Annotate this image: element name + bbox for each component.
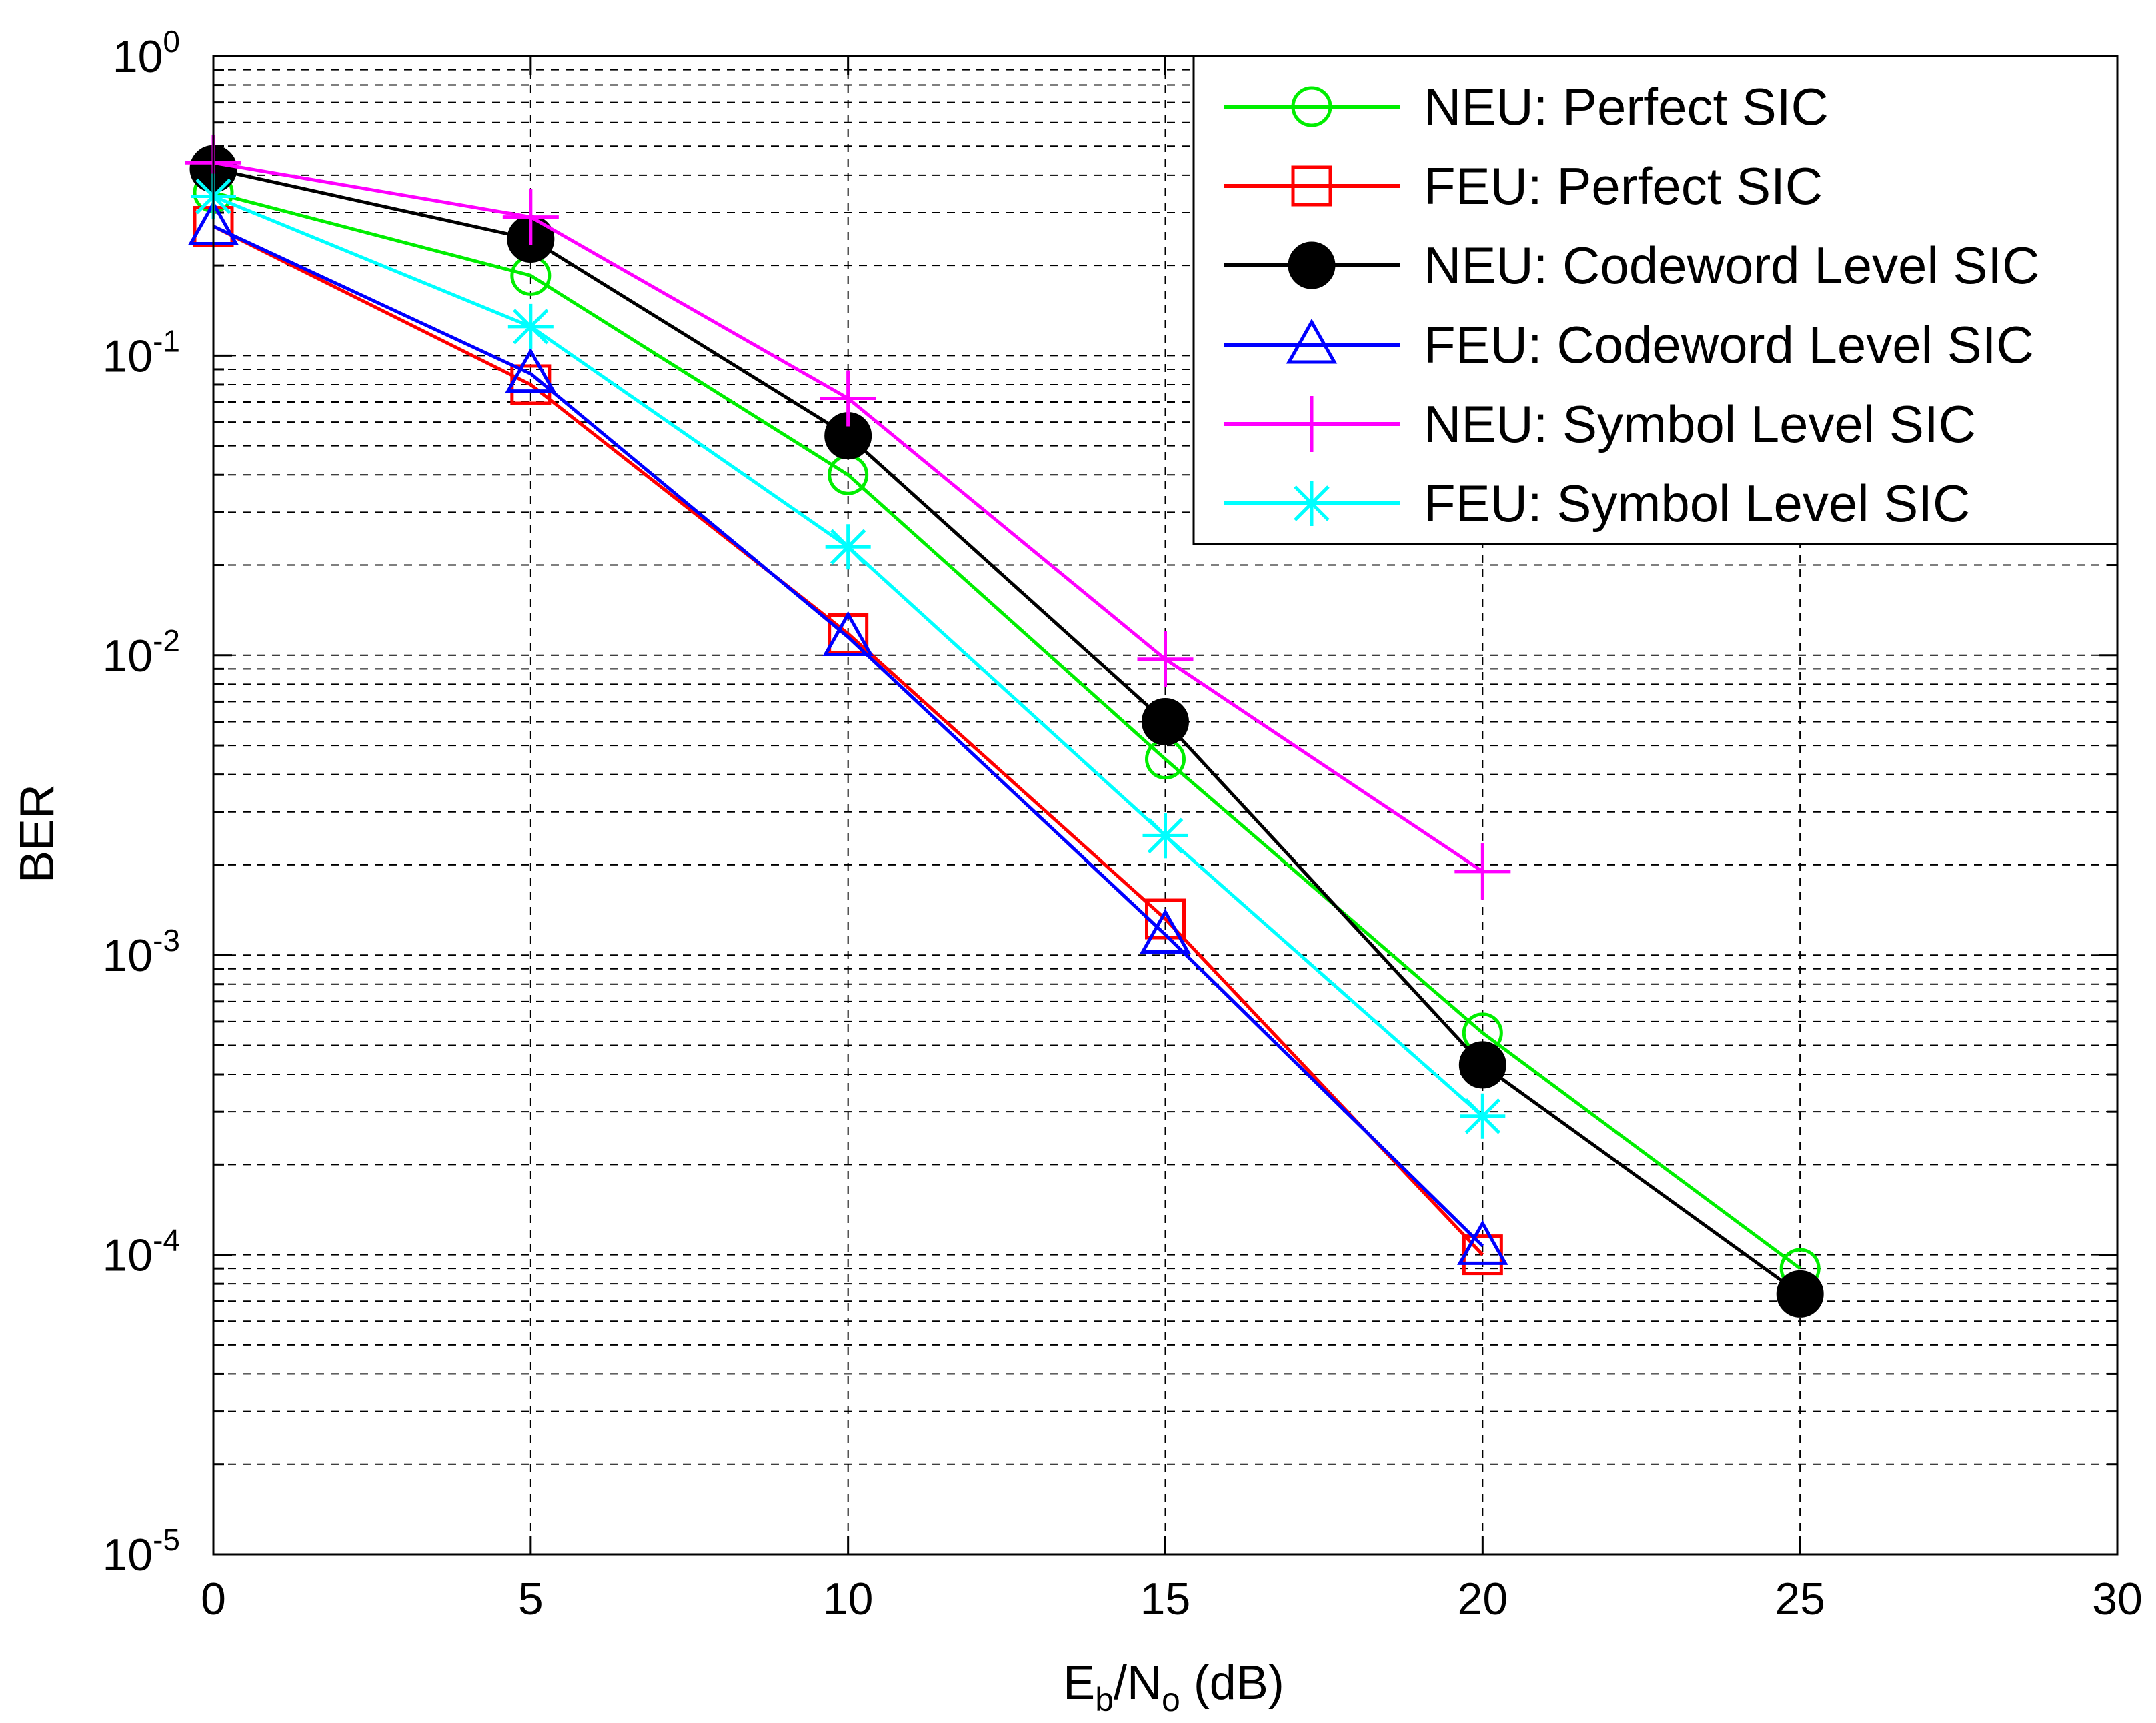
- y-tick-label: 100: [113, 24, 180, 82]
- legend-item: NEU: Codeword Level SIC: [1224, 236, 2039, 295]
- legend-marker: [1289, 481, 1334, 526]
- data-point: [507, 303, 554, 349]
- legend-marker: [1291, 165, 1332, 207]
- legend-marker: [1288, 241, 1336, 289]
- data-point: [825, 524, 871, 570]
- series-line: [212, 225, 1484, 1256]
- data-point: [1142, 697, 1189, 745]
- legend-item: FEU: Codeword Level SIC: [1224, 315, 2034, 374]
- y-tick-label: 10-3: [102, 923, 180, 981]
- data-point: [820, 370, 876, 427]
- legend-box: [1192, 55, 2119, 545]
- axes-box: [212, 55, 2119, 1556]
- legend-marker: [1286, 318, 1338, 364]
- legend: NEU: Perfect SIC FEU: Perfect SIC NEU: Cod…: [1192, 55, 2119, 545]
- series-3: [187, 200, 1508, 1265]
- y-tick-label: 10-4: [102, 1223, 180, 1281]
- y-tick-label: 10-1: [102, 323, 180, 381]
- tick-labels: 0 5 10 15 20 25 30 100 10-1 10-2 10-3 10-4 10-5: [102, 24, 2142, 1624]
- x-axis-label: Eb/No (dB): [1063, 1656, 1284, 1718]
- x-tick-label: 20: [1458, 1574, 1508, 1624]
- y-tick-label: 10-2: [102, 623, 180, 681]
- legend-label: NEU: Symbol Level SIC: [1424, 395, 1976, 453]
- data-point: [822, 611, 874, 657]
- data-point: [502, 189, 559, 245]
- data-point: [1137, 631, 1194, 687]
- legend-label: FEU: Codeword Level SIC: [1424, 315, 2034, 374]
- data-point: [1457, 1220, 1508, 1265]
- series-line: [212, 225, 1484, 1248]
- data-point: [1776, 1270, 1824, 1318]
- legend-label: FEU: Symbol Level SIC: [1424, 474, 1970, 533]
- legend-item: NEU: Perfect SIC: [1224, 77, 1829, 136]
- series-4: [185, 135, 1511, 900]
- x-tick-label: 30: [2092, 1574, 2143, 1624]
- legend-item: FEU: Symbol Level SIC: [1224, 474, 1970, 533]
- legend-marker: [1284, 396, 1340, 452]
- x-tick-label: 25: [1775, 1574, 1825, 1624]
- legend-item: NEU: Symbol Level SIC: [1224, 395, 1976, 453]
- series-lines: [185, 135, 1824, 1318]
- legend-marker: [1291, 86, 1332, 127]
- legend-label: NEU: Codeword Level SIC: [1424, 236, 2039, 295]
- legend-label: NEU: Perfect SIC: [1424, 77, 1829, 136]
- legend-item: FEU: Perfect SIC: [1224, 157, 1823, 215]
- series-line: [213, 167, 1801, 1296]
- data-point: [1458, 1041, 1506, 1089]
- x-tick-label: 15: [1140, 1574, 1191, 1624]
- data-point: [505, 347, 557, 393]
- data-point: [1142, 813, 1188, 859]
- legend-label: FEU: Perfect SIC: [1424, 157, 1823, 215]
- data-point: [1140, 908, 1191, 954]
- x-tick-label: 10: [823, 1574, 874, 1624]
- y-tick-label: 10-5: [102, 1522, 180, 1580]
- x-tick-label: 5: [518, 1574, 544, 1624]
- x-tick-label: 0: [201, 1574, 226, 1624]
- y-axis-label: BER: [11, 784, 64, 883]
- data-point: [1454, 843, 1511, 900]
- data-point: [1460, 1093, 1506, 1139]
- series-line: [213, 191, 1801, 1270]
